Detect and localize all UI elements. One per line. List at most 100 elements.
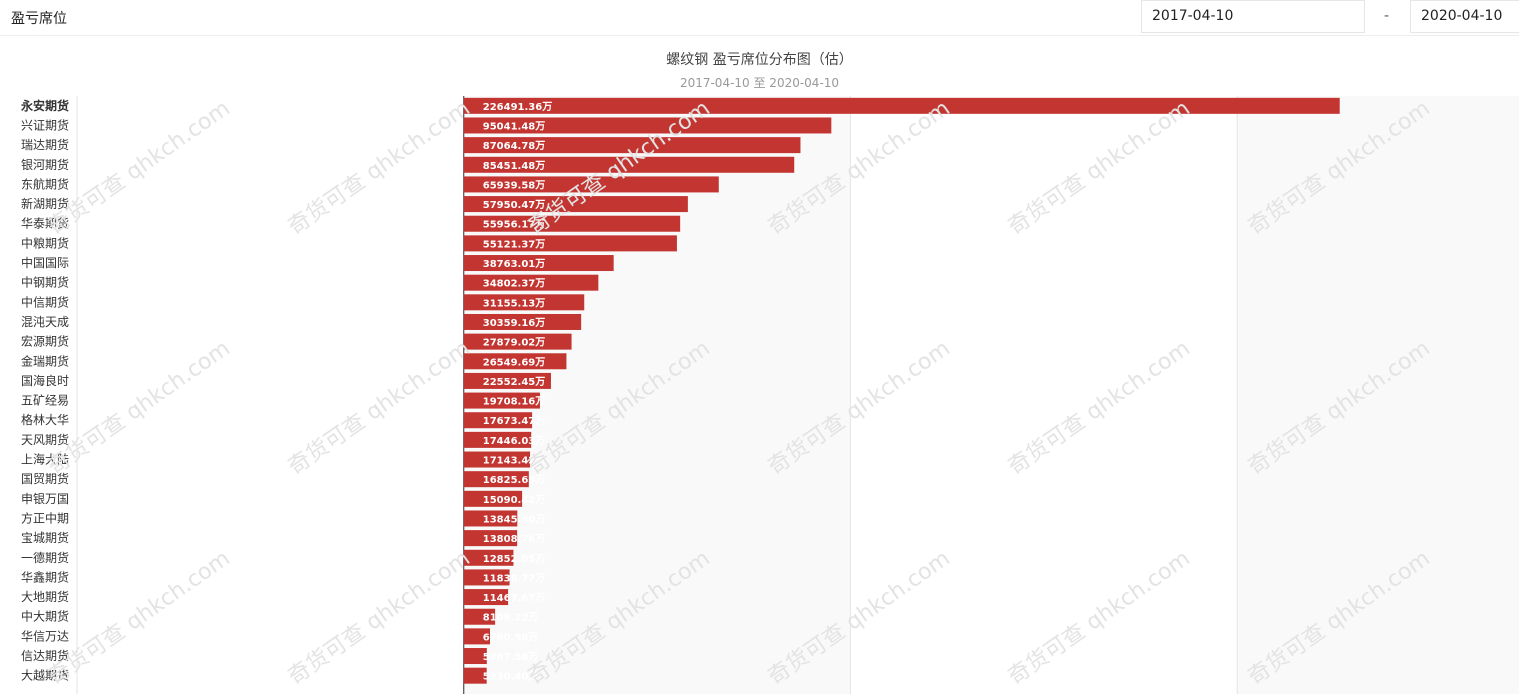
bar-value-label: 34802.37万 bbox=[483, 278, 546, 290]
bar bbox=[463, 274, 599, 291]
bar bbox=[463, 648, 487, 665]
bar bbox=[463, 137, 801, 154]
category-label: 中钢期货 bbox=[21, 275, 69, 290]
bar bbox=[463, 97, 1340, 114]
category-label: 瑞达期货 bbox=[21, 137, 69, 152]
end-date-input[interactable]: 2020-04-10 bbox=[1410, 0, 1519, 33]
bar bbox=[463, 333, 572, 350]
plot-band bbox=[850, 96, 1238, 694]
section-title: 盈亏席位 bbox=[11, 11, 67, 27]
category-label: 大越期货 bbox=[21, 668, 69, 683]
bar bbox=[463, 569, 510, 586]
bar bbox=[463, 294, 585, 311]
bar-value-label: 11467.67万 bbox=[483, 592, 546, 604]
bar bbox=[463, 392, 540, 409]
bar bbox=[463, 215, 681, 232]
bar bbox=[463, 196, 688, 213]
bar-value-label: 55121.37万 bbox=[483, 238, 546, 250]
bar-value-label: 17446.03万 bbox=[483, 435, 546, 447]
bar-value-label: 19708.16万 bbox=[483, 396, 546, 408]
category-label: 混沌天成 bbox=[21, 315, 69, 329]
bar bbox=[463, 431, 532, 448]
bar bbox=[463, 667, 487, 684]
category-label: 申银万国 bbox=[21, 492, 69, 506]
bar bbox=[463, 313, 582, 330]
category-label: 东航期货 bbox=[21, 176, 69, 191]
bar-value-label: 11838.77万 bbox=[483, 572, 546, 584]
category-label: 中信期货 bbox=[21, 294, 69, 309]
category-label: 国海良时 bbox=[21, 373, 69, 388]
category-label: 新湖期货 bbox=[21, 196, 69, 211]
category-label: 中粮期货 bbox=[21, 235, 69, 250]
category-label: 宏源期货 bbox=[21, 334, 69, 349]
category-label: 国贸期货 bbox=[21, 471, 69, 486]
bar-value-label: 26549.69万 bbox=[483, 356, 546, 368]
category-label: 中国国际 bbox=[21, 255, 69, 270]
category-label: 天风期货 bbox=[21, 432, 69, 447]
category-label: 信达期货 bbox=[21, 648, 69, 663]
bar bbox=[463, 156, 795, 173]
plot-band bbox=[77, 96, 464, 694]
category-label: 华鑫期货 bbox=[21, 569, 69, 584]
bar bbox=[463, 235, 677, 252]
category-label: 五矿经易 bbox=[21, 394, 69, 408]
category-label: 华信万达 bbox=[21, 629, 69, 643]
category-label: 上海大陆 bbox=[21, 452, 69, 467]
category-label: 宝城期货 bbox=[21, 530, 69, 545]
bar-value-label: 65939.58万 bbox=[483, 179, 546, 191]
category-label: 兴证期货 bbox=[21, 117, 69, 132]
bar bbox=[463, 628, 491, 645]
bar-value-label: 226491.36万 bbox=[483, 101, 552, 113]
bar-value-label: 16825.63万 bbox=[483, 474, 546, 486]
bar-value-label: 27879.02万 bbox=[483, 337, 546, 349]
bar bbox=[463, 471, 529, 488]
bar-value-label: 6790.98万 bbox=[483, 631, 539, 643]
bar bbox=[463, 451, 531, 468]
date-separator: - bbox=[1384, 8, 1390, 24]
bar bbox=[463, 490, 523, 507]
category-label: 银河期货 bbox=[21, 157, 69, 172]
category-label: 金瑞期货 bbox=[21, 353, 69, 368]
chart-subtitle: 2017-04-10 至 2020-04-10 bbox=[679, 76, 840, 90]
bar-value-label: 31155.13万 bbox=[483, 297, 546, 309]
bar-value-label: 30359.16万 bbox=[483, 317, 546, 329]
bar-value-label: 5967.56万 bbox=[483, 651, 539, 663]
bar-value-label: 5930.40万 bbox=[483, 671, 539, 683]
category-label: 格林大华 bbox=[21, 412, 69, 427]
bar bbox=[463, 353, 567, 370]
bar-value-label: 13808.76万 bbox=[483, 533, 546, 545]
bar-value-label: 13845.90万 bbox=[483, 513, 546, 525]
category-label: 方正中期 bbox=[21, 510, 69, 525]
bar-value-label: 85451.48万 bbox=[483, 160, 546, 172]
top-bar: 盈亏席位 2017-04-10 - 2020-04-10 bbox=[0, 0, 1519, 36]
bar-value-label: 12852.05万 bbox=[483, 553, 546, 565]
bar bbox=[463, 176, 719, 193]
bar-value-label: 55956.17万 bbox=[483, 219, 546, 231]
bar-value-label: 8109.22万 bbox=[483, 612, 539, 624]
bar bbox=[463, 412, 533, 429]
bar-value-label: 95041.48万 bbox=[483, 120, 546, 132]
bar-value-label: 17673.47万 bbox=[483, 415, 546, 427]
bar bbox=[463, 530, 518, 547]
plot-band bbox=[1237, 96, 1519, 694]
category-label: 永安期货 bbox=[20, 98, 69, 113]
bar bbox=[463, 549, 514, 566]
category-label: 华泰期货 bbox=[21, 216, 69, 231]
category-label: 一德期货 bbox=[21, 550, 69, 565]
start-date-input[interactable]: 2017-04-10 bbox=[1141, 0, 1365, 33]
bar-value-label: 87064.78万 bbox=[483, 140, 546, 152]
category-label: 大地期货 bbox=[21, 589, 69, 604]
bar-value-label: 57950.47万 bbox=[483, 199, 546, 211]
bar bbox=[463, 255, 614, 272]
bar bbox=[463, 372, 551, 389]
bar bbox=[463, 608, 496, 625]
chart-title: 螺纹钢 盈亏席位分布图（估） bbox=[666, 52, 853, 68]
bar-value-label: 17143.42万 bbox=[483, 455, 546, 467]
bar-value-label: 38763.01万 bbox=[483, 258, 546, 270]
bar bbox=[463, 589, 509, 606]
bar bbox=[463, 117, 832, 134]
bar bbox=[463, 510, 518, 527]
bar-value-label: 15090.42万 bbox=[483, 494, 546, 506]
bar-value-label: 22552.45万 bbox=[483, 376, 546, 388]
